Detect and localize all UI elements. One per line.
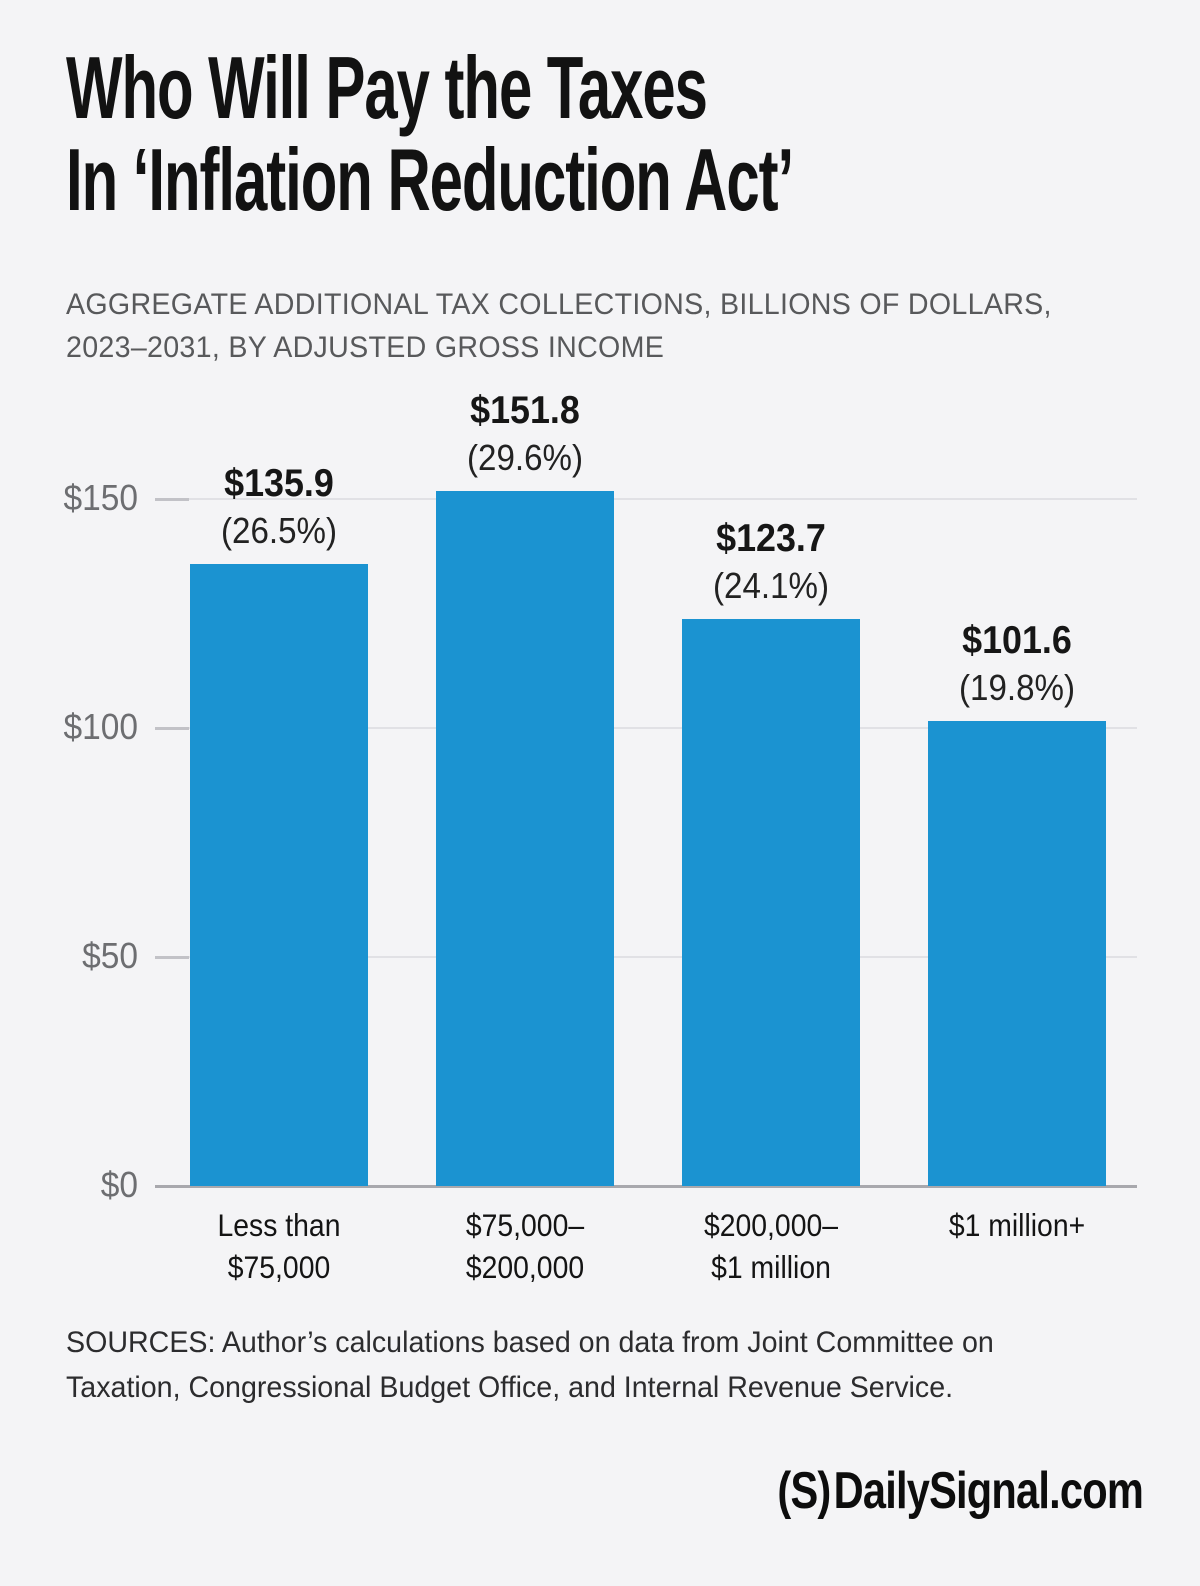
bar-percent-value: (19.8%) (959, 667, 1075, 708)
bar-percent-value: (29.6%) (467, 437, 583, 478)
bar-value-label: $101.6 (19.8%) (870, 617, 1164, 711)
y-axis-label: $0 (100, 1164, 138, 1205)
subtitle-line-2: 2023–2031, BY ADJUSTED GROSS INCOME (66, 331, 665, 364)
bar-value-label: $135.9 (26.5%) (132, 460, 426, 554)
gridline (155, 727, 1137, 729)
daily-signal-logo: (S)DailySignal.com (777, 1462, 1143, 1520)
daily-signal-logo-text: DailySignal.com (833, 1462, 1144, 1520)
y-axis-label: $50 (82, 935, 138, 976)
x-label-line-2: $1 million (711, 1249, 831, 1285)
page-title: Who Will Pay the Taxes In ‘Inflation Red… (66, 38, 794, 229)
bar-dollar-value: $101.6 (962, 619, 1072, 662)
daily-signal-logo-icon: (S) (777, 1462, 831, 1520)
bar-dollar-value: $135.9 (224, 462, 334, 505)
gridline (155, 498, 1137, 500)
tick-mark (155, 956, 189, 959)
chart-subtitle: AGGREGATE ADDITIONAL TAX COLLECTIONS, BI… (66, 283, 1052, 369)
bar (928, 721, 1106, 1186)
x-label-line-1: $1 million+ (948, 1207, 1086, 1243)
bar-dollar-value: $151.8 (470, 389, 580, 432)
x-label-line-2: $75,000 (227, 1249, 331, 1285)
x-axis-category-label: Less than $75,000 (135, 1204, 423, 1288)
bar (436, 491, 614, 1186)
sources-line-2: Taxation, Congressional Budget Office, a… (66, 1371, 954, 1404)
tick-mark (155, 498, 189, 501)
bar-dollar-value: $123.7 (716, 517, 826, 560)
bar-percent-value: (26.5%) (221, 510, 337, 551)
title-line-1: Who Will Pay the Taxes (66, 38, 708, 137)
x-label-line-1: $200,000– (703, 1207, 839, 1243)
bar-value-label: $123.7 (24.1%) (624, 515, 918, 609)
x-axis-category-label: $1 million+ (873, 1204, 1161, 1246)
bar (682, 619, 860, 1186)
y-axis-label: $100 (63, 706, 138, 747)
axis-line (155, 1185, 1137, 1188)
tick-mark (155, 727, 189, 730)
x-label-line-1: $75,000– (465, 1207, 585, 1243)
y-axis-label: $150 (63, 477, 138, 518)
subtitle-line-1: AGGREGATE ADDITIONAL TAX COLLECTIONS, BI… (66, 288, 1052, 321)
title-line-2: In ‘Inflation Reduction Act’ (66, 130, 794, 229)
sources-line-1: SOURCES: Author’s calculations based on … (66, 1326, 994, 1359)
gridline (155, 956, 1137, 958)
bar (190, 564, 368, 1186)
x-label-line-1: Less than (217, 1207, 341, 1243)
bar-percent-value: (24.1%) (713, 565, 829, 606)
sources-note: SOURCES: Author’s calculations based on … (66, 1320, 994, 1410)
x-axis-category-label: $75,000– $200,000 (381, 1204, 669, 1288)
bar-value-label: $151.8 (29.6%) (378, 387, 672, 481)
x-axis-category-label: $200,000– $1 million (627, 1204, 915, 1288)
x-label-line-2: $200,000 (465, 1249, 585, 1285)
